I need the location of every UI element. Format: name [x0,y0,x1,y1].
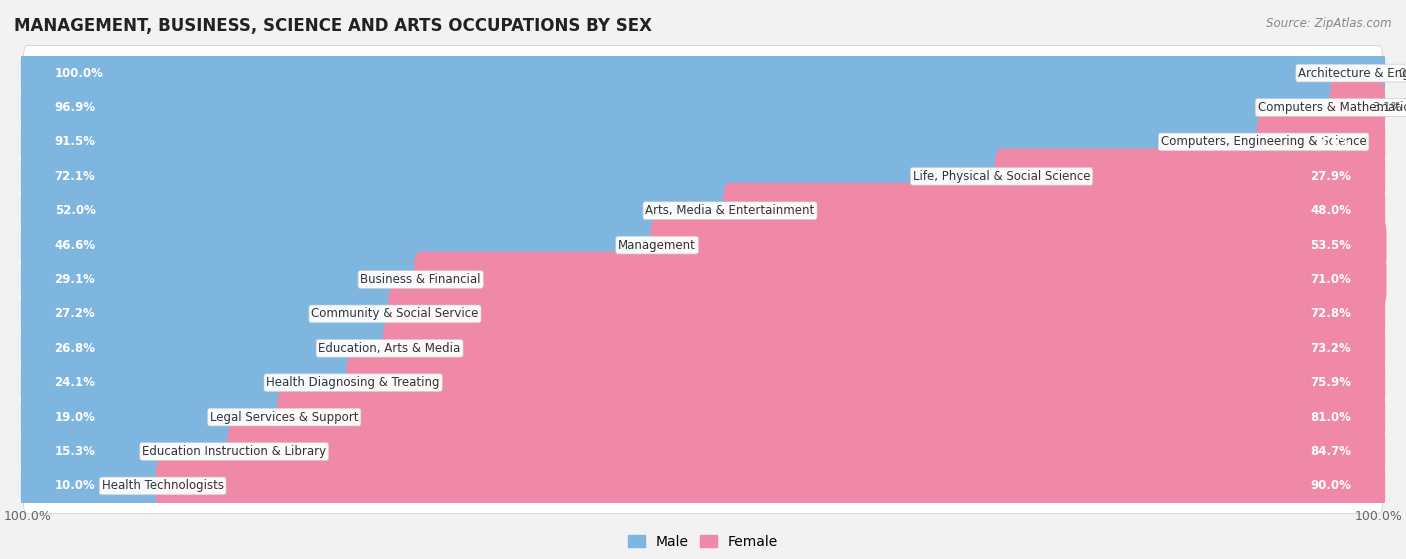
Text: 75.9%: 75.9% [1310,376,1351,389]
Text: 0.0%: 0.0% [1399,67,1406,79]
Text: 73.2%: 73.2% [1310,342,1351,355]
Text: 81.0%: 81.0% [1310,411,1351,424]
FancyBboxPatch shape [24,80,1382,135]
FancyBboxPatch shape [156,458,1385,514]
Text: Architecture & Engineering: Architecture & Engineering [1298,67,1406,79]
FancyBboxPatch shape [21,149,1008,204]
FancyBboxPatch shape [21,424,240,480]
FancyBboxPatch shape [24,390,1382,444]
FancyBboxPatch shape [24,424,1382,479]
Text: 27.9%: 27.9% [1310,170,1351,183]
Text: Arts, Media & Entertainment: Arts, Media & Entertainment [645,204,814,217]
Text: 84.7%: 84.7% [1310,445,1351,458]
Text: 53.5%: 53.5% [1310,239,1351,252]
Text: 46.6%: 46.6% [55,239,96,252]
Text: 29.1%: 29.1% [55,273,96,286]
Text: Business & Financial: Business & Financial [360,273,481,286]
Legend: Male, Female: Male, Female [623,529,783,555]
FancyBboxPatch shape [24,46,1382,101]
FancyBboxPatch shape [382,320,1385,376]
Text: 27.2%: 27.2% [55,307,96,320]
FancyBboxPatch shape [413,252,1386,307]
Text: MANAGEMENT, BUSINESS, SCIENCE AND ARTS OCCUPATIONS BY SEX: MANAGEMENT, BUSINESS, SCIENCE AND ARTS O… [14,17,652,35]
FancyBboxPatch shape [24,458,1382,513]
FancyBboxPatch shape [24,149,1382,204]
FancyBboxPatch shape [1330,79,1385,135]
FancyBboxPatch shape [21,355,360,410]
FancyBboxPatch shape [24,321,1382,376]
Text: 72.8%: 72.8% [1310,307,1351,320]
FancyBboxPatch shape [21,252,427,307]
FancyBboxPatch shape [21,79,1343,135]
FancyBboxPatch shape [24,355,1382,410]
FancyBboxPatch shape [21,114,1271,170]
FancyBboxPatch shape [388,286,1385,342]
FancyBboxPatch shape [995,149,1385,204]
FancyBboxPatch shape [21,217,664,273]
Text: Education Instruction & Library: Education Instruction & Library [142,445,326,458]
FancyBboxPatch shape [21,458,169,514]
FancyBboxPatch shape [21,320,396,376]
Text: Health Diagnosing & Treating: Health Diagnosing & Treating [266,376,440,389]
FancyBboxPatch shape [21,286,402,342]
Text: Management: Management [619,239,696,252]
Text: 15.3%: 15.3% [55,445,96,458]
Text: Computers, Engineering & Science: Computers, Engineering & Science [1161,135,1367,148]
Text: 90.0%: 90.0% [1310,480,1351,492]
Text: 10.0%: 10.0% [55,480,96,492]
Text: 52.0%: 52.0% [55,204,96,217]
FancyBboxPatch shape [346,355,1385,410]
FancyBboxPatch shape [723,183,1385,239]
FancyBboxPatch shape [24,217,1382,273]
FancyBboxPatch shape [651,217,1386,273]
FancyBboxPatch shape [1257,114,1385,170]
FancyBboxPatch shape [228,424,1385,480]
Text: 19.0%: 19.0% [55,411,96,424]
Text: 48.0%: 48.0% [1310,204,1351,217]
Text: 96.9%: 96.9% [55,101,96,114]
Text: 3.1%: 3.1% [1372,101,1402,114]
Text: 26.8%: 26.8% [55,342,96,355]
Text: 100.0%: 100.0% [55,67,104,79]
Text: Legal Services & Support: Legal Services & Support [209,411,359,424]
Text: Computers & Mathematics: Computers & Mathematics [1257,101,1406,114]
Text: 8.5%: 8.5% [1319,135,1351,148]
Text: Life, Physical & Social Science: Life, Physical & Social Science [912,170,1090,183]
FancyBboxPatch shape [24,115,1382,169]
Text: 91.5%: 91.5% [55,135,96,148]
FancyBboxPatch shape [277,389,1385,445]
FancyBboxPatch shape [21,45,1385,101]
FancyBboxPatch shape [24,252,1382,307]
FancyBboxPatch shape [21,183,737,239]
Text: Health Technologists: Health Technologists [101,480,224,492]
FancyBboxPatch shape [24,183,1382,238]
Text: 72.1%: 72.1% [55,170,96,183]
Text: 24.1%: 24.1% [55,376,96,389]
Text: Education, Arts & Media: Education, Arts & Media [319,342,461,355]
Text: Community & Social Service: Community & Social Service [311,307,478,320]
FancyBboxPatch shape [24,286,1382,342]
Text: Source: ZipAtlas.com: Source: ZipAtlas.com [1267,17,1392,30]
Text: 71.0%: 71.0% [1310,273,1351,286]
FancyBboxPatch shape [21,389,291,445]
